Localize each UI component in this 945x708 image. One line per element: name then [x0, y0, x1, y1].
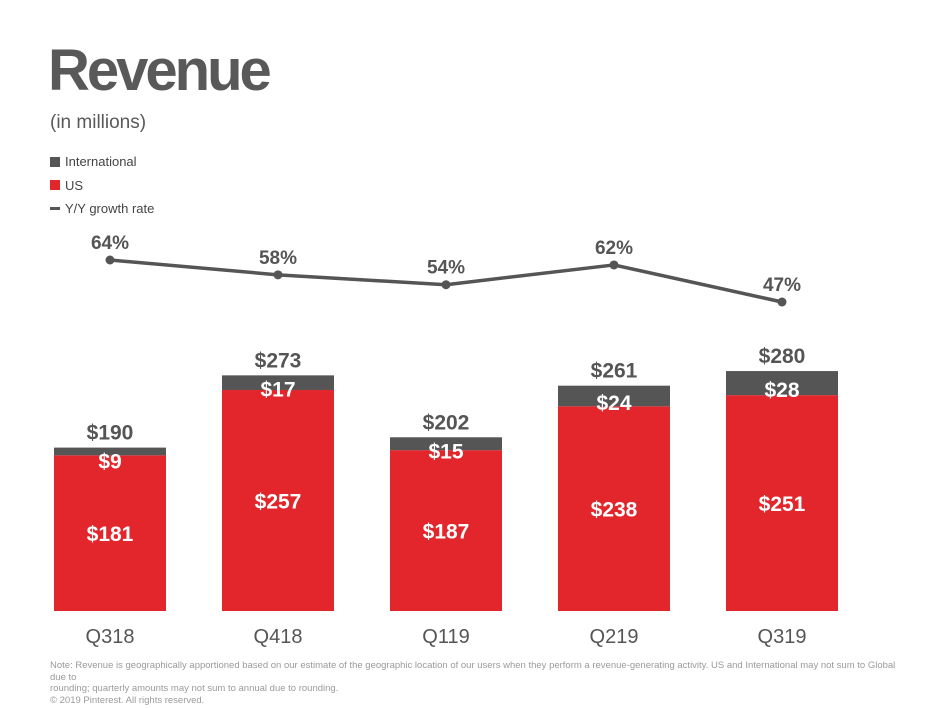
- growth-label-q418: 58%: [259, 248, 297, 269]
- footnote: Note: Revenue is geographically apportio…: [50, 660, 910, 706]
- legend-label-us: US: [65, 177, 84, 193]
- bar-us-q418: [222, 389, 334, 611]
- label-international-q318: $9: [98, 451, 121, 474]
- label-total-q119: $202: [423, 411, 470, 434]
- legend-item-growth: Y/Y growth rate: [50, 197, 154, 221]
- footnote-line-3: © 2019 Pinterest. All rights reserved.: [50, 694, 205, 706]
- label-us-q418: $257: [255, 490, 302, 513]
- label-us-q119: $187: [423, 521, 470, 544]
- bar-international-q318: [54, 447, 166, 456]
- bar-us-q119: [390, 450, 502, 611]
- label-international-q319: $28: [764, 379, 799, 402]
- x-tick-q119: Q119: [422, 626, 469, 648]
- x-tick-q318: Q318: [86, 626, 135, 648]
- bar-us-q319: [726, 395, 838, 611]
- label-international-q219: $24: [596, 392, 631, 415]
- chart-legend: International US Y/Y growth rate: [50, 150, 154, 221]
- bar-international-q219: [558, 385, 670, 407]
- bar-us-q318: [54, 455, 166, 611]
- label-international-q418: $17: [260, 379, 295, 402]
- legend-label-international: International: [65, 154, 137, 170]
- growth-label-q318: 64%: [91, 233, 129, 254]
- bar-international-q319: [726, 371, 838, 396]
- legend-item-us: US: [50, 174, 154, 198]
- label-us-q219: $238: [591, 499, 638, 522]
- legend-label-growth: Y/Y growth rate: [65, 201, 155, 217]
- x-tick-q418: Q418: [254, 626, 303, 648]
- growth-label-q219: 62%: [595, 238, 633, 259]
- growth-point-q119: [441, 280, 451, 290]
- page-subtitle: (in millions): [50, 112, 147, 133]
- page-title: Revenue: [48, 38, 272, 103]
- bar-us-q219: [558, 406, 670, 611]
- bar-international-q119: [390, 437, 502, 451]
- label-total-q318: $190: [87, 422, 134, 445]
- label-total-q418: $273: [255, 349, 302, 372]
- growth-point-q318: [105, 255, 115, 265]
- footnote-line-2: rounding; quarterly amounts may not sum …: [50, 683, 339, 694]
- footnote-line-1: Note: Revenue is geographically apportio…: [50, 660, 896, 683]
- legend-swatch-international: [50, 156, 60, 167]
- growth-point-q418: [273, 270, 283, 280]
- x-tick-q319: Q319: [758, 626, 807, 648]
- legend-swatch-us: [50, 180, 60, 191]
- label-us-q318: $181: [87, 523, 134, 546]
- growth-point-q219: [609, 260, 619, 270]
- growth-label-q119: 54%: [427, 258, 465, 279]
- label-total-q319: $280: [759, 345, 806, 368]
- x-tick-q219: Q219: [590, 626, 639, 648]
- label-us-q319: $251: [759, 493, 806, 516]
- legend-item-international: International: [50, 150, 154, 174]
- growth-point-q319: [777, 297, 787, 307]
- bar-international-q418: [222, 375, 334, 390]
- growth-label-q319: 47%: [763, 275, 801, 296]
- label-total-q219: $261: [591, 360, 638, 383]
- legend-swatch-growth: [50, 207, 60, 211]
- label-international-q119: $15: [428, 440, 463, 463]
